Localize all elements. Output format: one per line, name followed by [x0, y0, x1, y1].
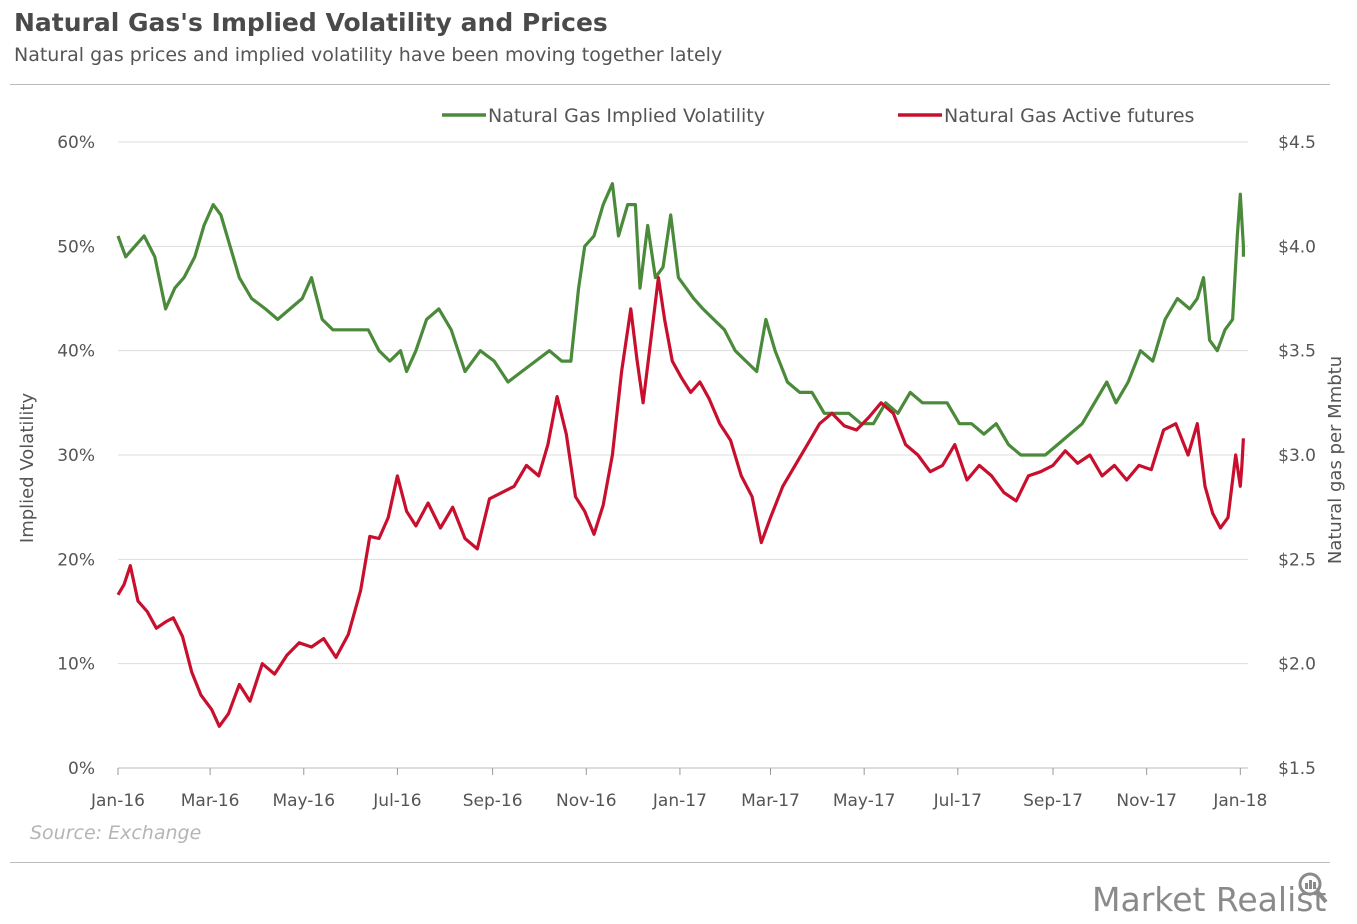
y-left-tick-label: 50% — [57, 237, 95, 257]
x-tick-label: Sep-16 — [463, 791, 523, 811]
legend-label-futures: Natural Gas Active futures — [944, 105, 1194, 127]
y-right-tick-label: $2.5 — [1278, 550, 1316, 570]
series-lines — [116, 182, 1245, 728]
y-right-tick-label: $3.5 — [1278, 342, 1316, 362]
futures-series-line — [116, 276, 1245, 728]
x-tick-label: May-17 — [833, 791, 896, 811]
y-right-tick-label: $2.0 — [1278, 655, 1316, 675]
grid-lines — [118, 141, 1248, 769]
x-tick-label: May-16 — [272, 791, 335, 811]
x-tick-label: Mar-17 — [741, 791, 800, 811]
x-tick-label: Jan-18 — [1212, 791, 1267, 811]
y-left-tick-label: 40% — [57, 342, 95, 362]
brand-logo: Market Realist — [1092, 880, 1327, 919]
source-note: Source: Exchange — [30, 822, 202, 844]
x-tick-label: Jan-16 — [90, 791, 145, 811]
x-tick-label: Jul-16 — [372, 791, 421, 811]
y-axis-right-title: Natural gas per Mmbtu — [1325, 356, 1346, 564]
legend: Natural Gas Implied Volatility Natural Ga… — [442, 105, 1194, 127]
y-left-tick-label: 0% — [68, 759, 95, 779]
y-right-tick-label: $4.0 — [1278, 237, 1316, 257]
y-right-tick-label: $3.0 — [1278, 446, 1316, 466]
x-tick-label: Sep-17 — [1023, 791, 1083, 811]
y-axis-left-title: Implied Volatility — [17, 393, 38, 544]
y-right-tick-label: $1.5 — [1278, 759, 1316, 779]
x-tick-label: Mar-16 — [181, 791, 240, 811]
top-divider — [10, 84, 1330, 85]
left-axis: 0% 10% 20% 30% 40% 50% 60% — [57, 133, 95, 779]
x-axis: Jan-16 Mar-16 May-16 Jul-16 Sep-16 Nov-16 Jan-… — [90, 768, 1267, 811]
y-left-tick-label: 20% — [57, 550, 95, 570]
volatility-series-line — [116, 182, 1245, 457]
page-subtitle: Natural gas prices and implied volatilit… — [14, 44, 723, 66]
magnifier-icon — [1298, 872, 1328, 904]
x-tick-label: Nov-16 — [556, 791, 617, 811]
y-left-tick-label: 30% — [57, 446, 95, 466]
y-left-tick-label: 10% — [57, 655, 95, 675]
page-title: Natural Gas's Implied Volatility and Pri… — [14, 8, 608, 37]
x-tick-label: Jul-17 — [933, 791, 982, 811]
x-tick-label: Jan-17 — [652, 791, 707, 811]
y-left-tick-label: 60% — [57, 133, 95, 153]
legend-label-volatility: Natural Gas Implied Volatility — [488, 105, 765, 127]
y-right-tick-label: $4.5 — [1278, 133, 1316, 153]
bottom-divider — [10, 862, 1330, 863]
right-axis: $1.5 $2.0 $2.5 $3.0 $3.5 $4.0 $4.5 — [1278, 133, 1316, 779]
x-tick-label: Nov-17 — [1116, 791, 1177, 811]
